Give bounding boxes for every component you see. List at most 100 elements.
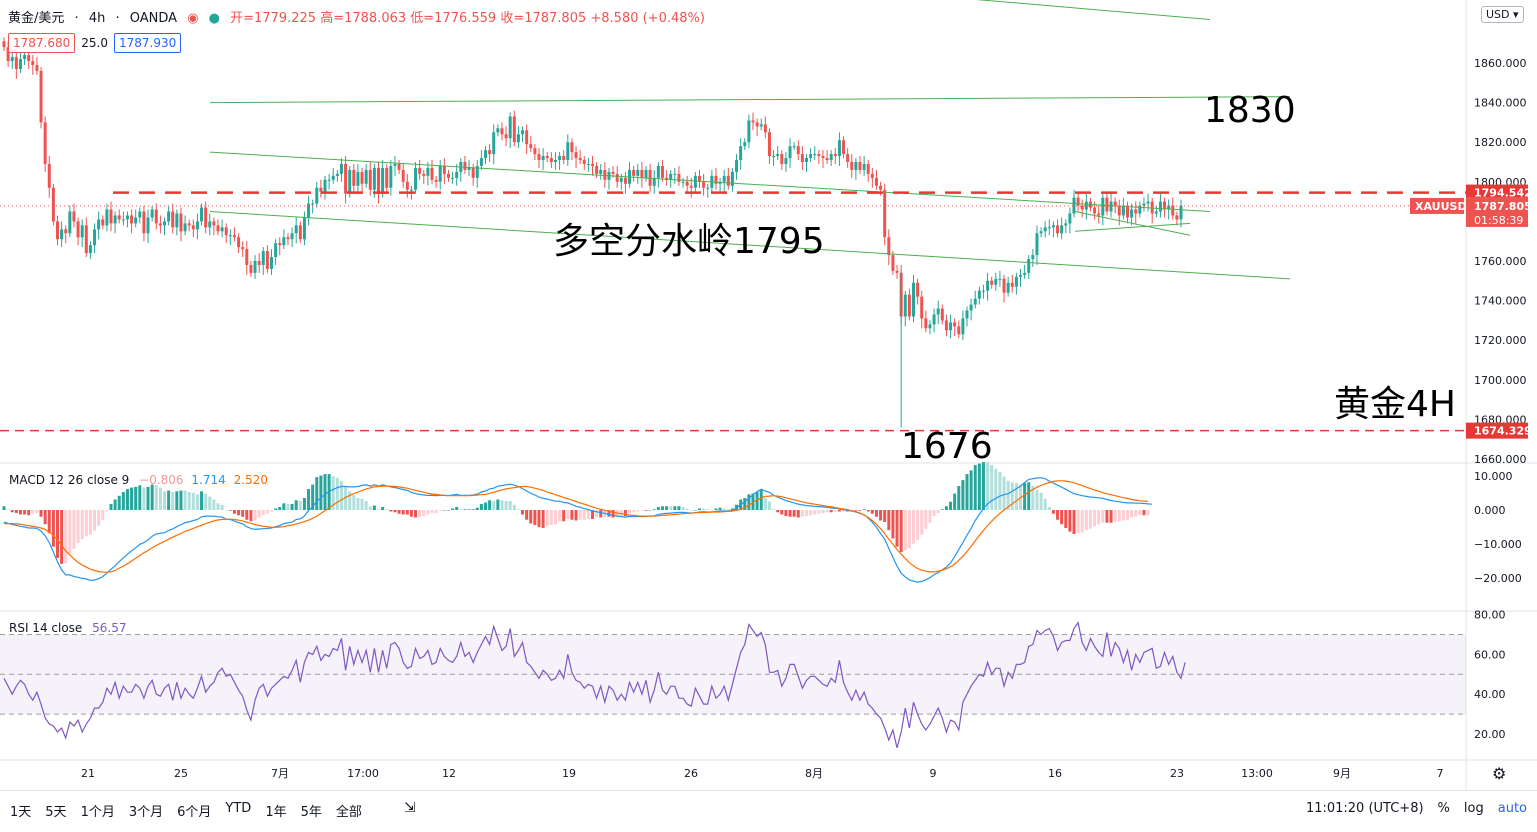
candle-body bbox=[130, 215, 134, 224]
macd-histogram-bar bbox=[1072, 510, 1076, 534]
candle-body bbox=[1084, 201, 1088, 210]
macd-histogram-bar bbox=[562, 510, 566, 522]
symbol-name[interactable]: 黄金/美元 bbox=[8, 11, 65, 26]
clock-time[interactable]: 11:01:20 (UTC+8) bbox=[1305, 801, 1424, 816]
percent-toggle[interactable]: % bbox=[1437, 801, 1450, 816]
calendar-range-icon[interactable]: ⇲ bbox=[404, 800, 416, 816]
macd-signal-value: 2.520 bbox=[233, 473, 268, 487]
candle-body bbox=[776, 154, 780, 157]
macd-histogram-bar bbox=[60, 510, 64, 564]
range-button[interactable]: 3个月 bbox=[128, 805, 164, 820]
macd-histogram-bar bbox=[167, 490, 171, 510]
macd-histogram-bar bbox=[809, 510, 813, 516]
candle-body bbox=[451, 177, 455, 179]
candle-body bbox=[1056, 225, 1060, 234]
range-button[interactable]: YTD bbox=[225, 801, 252, 816]
macd-histogram-bar bbox=[438, 510, 442, 511]
range-button[interactable]: 全部 bbox=[335, 805, 362, 820]
candle-body bbox=[56, 221, 59, 240]
macd-histogram-bar bbox=[158, 487, 162, 510]
macd-histogram-bar bbox=[961, 480, 965, 510]
rsi-tick-label: 40.00 bbox=[1474, 688, 1506, 701]
candle-body bbox=[125, 215, 129, 220]
macd-histogram-bar bbox=[455, 507, 459, 510]
candle-body bbox=[726, 175, 730, 186]
candle-body bbox=[693, 175, 697, 188]
macd-histogram-bar bbox=[39, 510, 43, 517]
candle-body bbox=[467, 167, 471, 170]
macd-histogram-bar bbox=[899, 510, 903, 552]
macd-histogram-bar bbox=[76, 510, 80, 543]
last-price-tag bbox=[1466, 196, 1528, 227]
bid-price-box[interactable]: 1787.680 bbox=[8, 33, 76, 53]
macd-histogram-bar bbox=[652, 509, 656, 510]
macd-histogram-bar bbox=[953, 493, 957, 510]
candle-body bbox=[739, 146, 743, 161]
macd-histogram-bar bbox=[521, 510, 525, 515]
macd-histogram-bar bbox=[150, 484, 154, 510]
candle-body bbox=[47, 163, 51, 188]
macd-histogram-bar bbox=[1051, 510, 1055, 514]
candle-body bbox=[1060, 225, 1064, 234]
macd-histogram-bar bbox=[492, 501, 496, 510]
macd-histogram-bar bbox=[998, 471, 1002, 510]
macd-histogram-bar bbox=[714, 508, 718, 510]
candle-body bbox=[286, 237, 290, 240]
ask-price-box[interactable]: 1787.930 bbox=[113, 33, 182, 53]
macd-histogram-bar bbox=[718, 507, 722, 510]
macd-histogram-bar bbox=[570, 510, 574, 520]
range-button[interactable]: 1个月 bbox=[80, 805, 115, 820]
candle-body bbox=[430, 167, 434, 180]
macd-histogram-bar bbox=[628, 510, 632, 513]
candle-body bbox=[558, 156, 562, 161]
chart-canvas[interactable]: 1860.0001840.0001820.0001800.0001780.000… bbox=[0, 0, 1537, 790]
log-toggle[interactable]: log bbox=[1463, 801, 1484, 816]
macd-histogram-bar bbox=[611, 510, 615, 518]
range-button[interactable]: 1天 bbox=[10, 805, 32, 820]
range-button[interactable]: 1年 bbox=[265, 805, 287, 820]
macd-histogram-bar bbox=[936, 510, 940, 513]
macd-histogram-bar bbox=[722, 508, 726, 510]
candle-body bbox=[101, 219, 105, 226]
currency-button[interactable]: USD ▾ bbox=[1481, 6, 1524, 23]
macd-histogram-bar bbox=[677, 506, 681, 510]
level-1795-tag bbox=[1466, 184, 1528, 201]
macd-legend[interactable]: MACD 12 26 close 9 −0.806 1.714 2.520 bbox=[9, 473, 268, 487]
rsi-legend[interactable]: RSI 14 close 56.57 bbox=[9, 621, 127, 635]
candle-body bbox=[294, 225, 298, 234]
candle-body bbox=[187, 223, 191, 226]
price-tick-label: 1820.000 bbox=[1474, 136, 1527, 149]
macd-histogram-bar bbox=[1109, 510, 1113, 523]
eye-icon[interactable]: ◉ bbox=[187, 11, 199, 26]
candle-body bbox=[660, 165, 664, 178]
macd-histogram-bar bbox=[471, 509, 475, 510]
range-button[interactable]: 5年 bbox=[300, 805, 322, 820]
macd-histogram-bar bbox=[360, 498, 364, 510]
candle-body bbox=[278, 243, 282, 246]
candle-body bbox=[813, 154, 817, 156]
rsi-tick-label: 60.00 bbox=[1474, 648, 1506, 661]
macd-histogram-bar bbox=[957, 486, 961, 510]
candle-body bbox=[1167, 205, 1171, 210]
macd-histogram-bar bbox=[949, 501, 953, 510]
range-button[interactable]: 5天 bbox=[45, 805, 67, 820]
price-tick-label: 1720.000 bbox=[1474, 334, 1527, 347]
macd-histogram-bar bbox=[706, 509, 710, 510]
macd-histogram-bar bbox=[743, 498, 747, 510]
candle-body bbox=[949, 322, 953, 331]
auto-toggle[interactable]: auto bbox=[1497, 801, 1527, 816]
macd-histogram-bar bbox=[1088, 510, 1092, 529]
time-tick-label: 23 bbox=[1170, 767, 1184, 780]
time-tick-label: 19 bbox=[562, 767, 576, 780]
candle-body bbox=[1105, 197, 1109, 212]
gear-icon[interactable]: ⚙ bbox=[1492, 764, 1507, 783]
interval-label[interactable]: 4h bbox=[88, 11, 106, 26]
range-button[interactable]: 6个月 bbox=[177, 805, 212, 820]
macd-histogram-bar bbox=[56, 510, 59, 558]
candle-body bbox=[261, 251, 265, 265]
macd-histogram-bar bbox=[414, 510, 418, 518]
macd-histogram-bar bbox=[261, 510, 265, 516]
candle-body bbox=[405, 181, 409, 190]
candle-body bbox=[825, 158, 829, 161]
macd-histogram-bar bbox=[35, 510, 39, 513]
